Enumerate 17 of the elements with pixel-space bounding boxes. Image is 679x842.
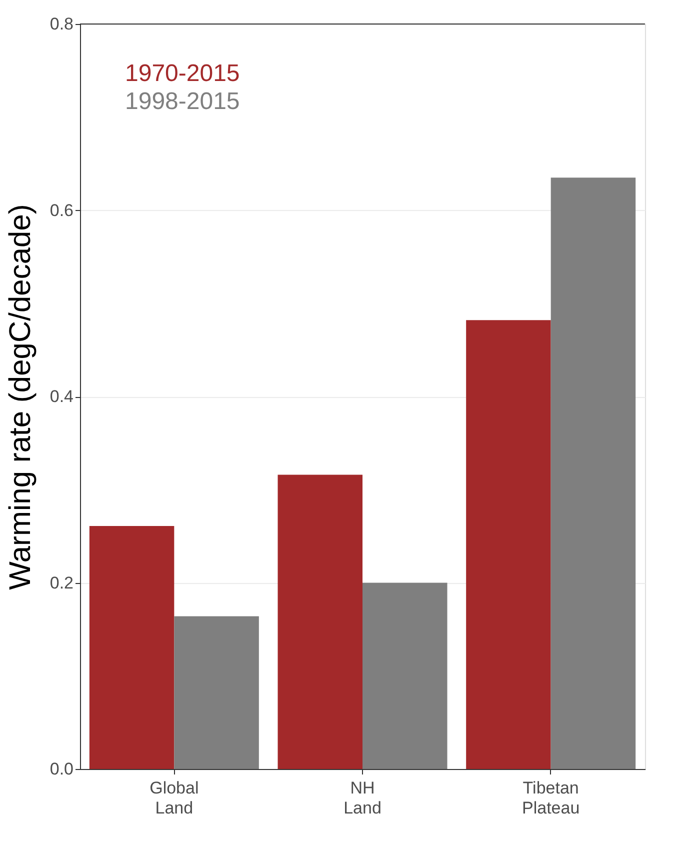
y-tick-label: 0.2 bbox=[50, 573, 74, 592]
x-tick-label: Global Land bbox=[150, 778, 199, 818]
text: 1998-2015 bbox=[125, 88, 240, 115]
bar bbox=[174, 616, 259, 769]
y-tick-label: 0.6 bbox=[50, 200, 74, 220]
x-tick-label: NH Land bbox=[344, 778, 382, 818]
bar bbox=[362, 582, 448, 769]
y-tick-label: 0.0 bbox=[50, 760, 74, 778]
bar bbox=[466, 320, 551, 769]
y-axis-title: Warming rate (degC/decade) bbox=[4, 204, 37, 590]
bar bbox=[278, 474, 362, 769]
bar bbox=[550, 178, 636, 769]
x-tick-label: Tibetan Plateau bbox=[522, 778, 580, 818]
text: 1970-2015 bbox=[125, 60, 240, 87]
bar bbox=[89, 526, 174, 769]
y-tick-label: 0.8 bbox=[50, 14, 74, 34]
y-tick-label: 0.4 bbox=[50, 387, 74, 406]
